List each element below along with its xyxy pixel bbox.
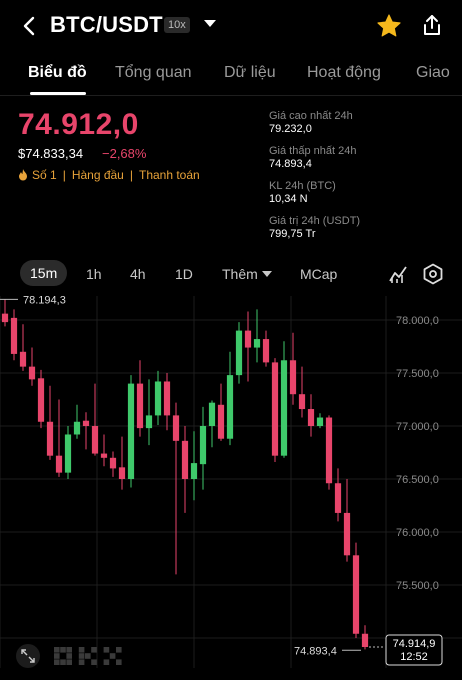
flame-icon [19,169,27,181]
y-tick-label: 78.000,0 [396,315,439,327]
candle-body [154,381,162,416]
tab-chart[interactable]: Biểu đồ [28,64,87,81]
candle-body [298,394,306,410]
stats-panel: Giá cao nhất 24h 79.232,0 Giá thấp nhất … [269,110,459,250]
candle-body [181,440,189,479]
stat-label-high: Giá cao nhất 24h [269,110,353,122]
expand-icon[interactable] [16,644,40,668]
leverage-badge: 10x [164,17,190,33]
share-icon[interactable] [420,12,444,38]
tab-data[interactable]: Dữ liệu [224,64,276,81]
tab-overview[interactable]: Tổng quan [115,64,192,81]
chevron-left-icon[interactable] [20,14,40,38]
hexagon-settings-icon[interactable] [422,263,444,285]
y-tick-label: 76.500,0 [396,474,439,486]
candle-body [343,512,351,556]
candle-body [226,375,234,439]
y-tick-label: 75.500,0 [396,580,439,592]
candle-body [136,383,144,429]
candle-body [289,360,297,395]
low-marker-label: 74.893,4 [294,645,337,657]
candle-body [253,339,261,348]
candle-body [208,402,216,426]
candlestick-chart[interactable]: 78.000,0 77.500,0 77.000,0 76.500,0 76.000,0… [0,296,462,680]
candle-body [325,417,333,484]
chevron-down-icon [261,271,272,277]
candle-body [199,426,207,465]
candle-body [10,317,18,354]
stat-value-turnover: 799,75 Tr [269,228,316,240]
candle-body [307,409,315,426]
candle-body [217,404,225,439]
candle-body [271,362,279,456]
candle-body [1,313,9,323]
candle-body [109,457,117,469]
candle-body [316,417,324,426]
candle-body [334,483,342,513]
candle-body [127,383,135,479]
interval-15m[interactable]: 15m [20,260,68,286]
countdown-timer: 12:52 [400,651,428,663]
y-tick-label: 77.500,0 [396,368,439,380]
candle-body [361,633,369,648]
y-tick-label: 77.000,0 [396,421,439,433]
pair-dropdown-caret-icon[interactable] [204,20,216,27]
candle-body [73,421,81,435]
interval-1h[interactable]: 1h [86,266,102,282]
stat-value-low: 74.893,4 [269,158,312,170]
interval-1d[interactable]: 1D [175,266,193,282]
okx-watermark-logo [54,647,122,665]
candle-body [244,330,252,348]
stat-label-turnover: Giá trị 24h (USDT) [269,215,361,227]
interval-4h[interactable]: 4h [130,266,146,282]
tag-row: Số 1 | Hàng đầu | Thanh toán [18,168,200,182]
active-tab-indicator [30,92,86,95]
candle-body [28,366,36,380]
stat-value-volume: 10,34 N [269,193,308,205]
stat-label-low: Giá thấp nhất 24h [269,145,357,157]
candle-body [91,426,99,454]
tag-payment[interactable]: Thanh toán [138,168,200,182]
more-label: Thêm [222,266,258,282]
candle-body [352,555,360,634]
last-price-tag: 74.914,9 [393,638,436,650]
candle-body [163,381,171,416]
high-marker-label: 78.194,3 [23,296,66,306]
more-intervals-button[interactable]: Thêm [222,266,272,282]
candle-body [82,420,90,426]
candle-body [100,453,108,458]
y-tick-label: 76.000,0 [396,527,439,539]
last-price: 74.912,0 [18,108,139,141]
tag-top[interactable]: Hàng đầu [71,168,124,182]
tag-rank[interactable]: Số 1 [32,168,57,182]
price-change: −2,68% [102,146,147,161]
chart-toolbar: 15m 1h 4h 1D Thêm MCap [0,258,462,290]
candle-body [55,455,63,473]
candle-body [145,415,153,429]
candle-body [37,378,45,422]
star-icon[interactable] [376,13,402,39]
candle-body [19,351,27,367]
candle-body [46,421,54,456]
candle-body [262,339,270,363]
mcap-button[interactable]: MCap [300,266,338,282]
candle-body [190,463,198,479]
tab-bar: Biểu đồ Tổng quan Dữ liệu Hoạt động Giao [0,52,462,96]
tab-trade[interactable]: Giao [416,64,450,81]
candle-body [172,415,180,441]
top-bar: BTC/USDT 10x [0,0,462,52]
stat-value-high: 79.232,0 [269,123,312,135]
candle-body [235,330,243,376]
usd-value: $74.833,34 [18,146,84,161]
candle-body [64,434,72,473]
last-price-box [385,634,443,666]
indicator-icon[interactable] [388,264,408,284]
candle-body [118,467,126,479]
tab-activity[interactable]: Hoạt động [307,64,381,81]
pair-title[interactable]: BTC/USDT [50,12,163,37]
stat-label-volume: KL 24h (BTC) [269,180,336,192]
candle-body [280,360,288,456]
